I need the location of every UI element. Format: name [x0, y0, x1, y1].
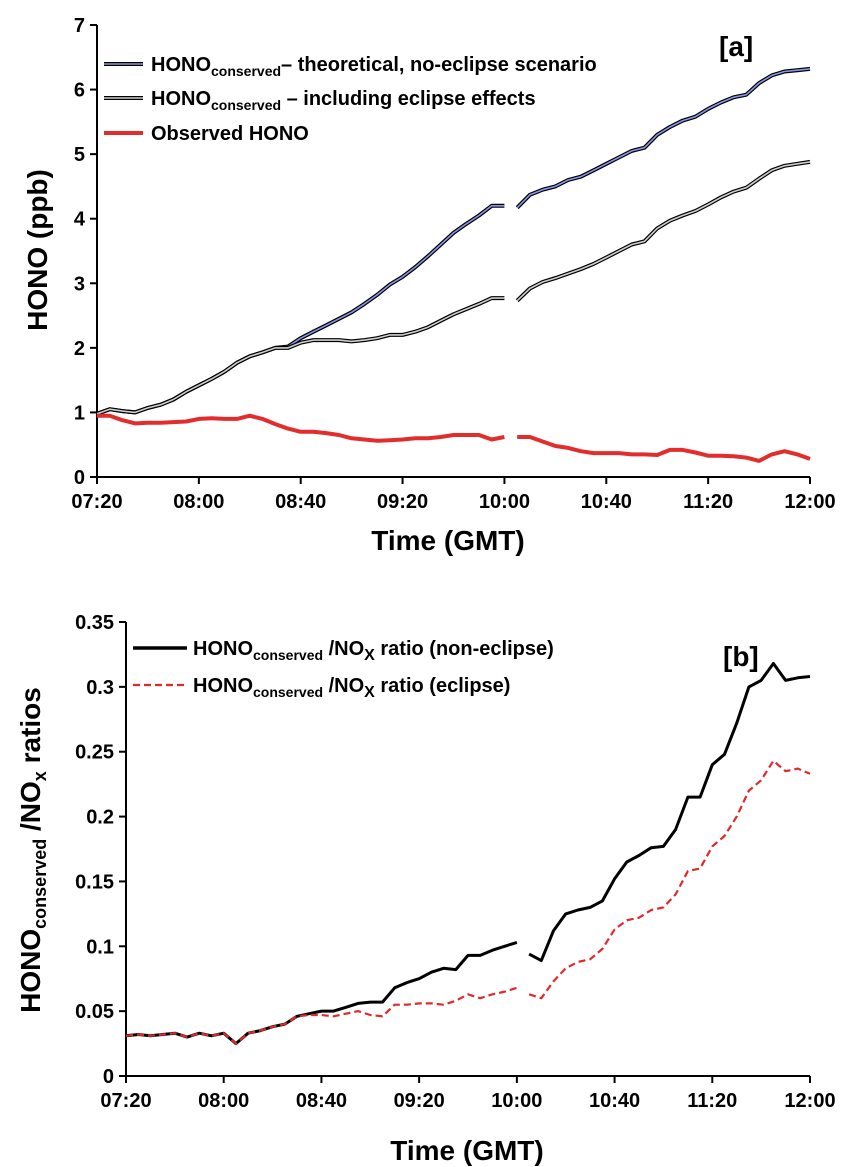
panel-b-y-tick-label: 0.05 [75, 1001, 114, 1023]
panel-b-series-1-line [528, 759, 811, 1000]
panel-a-legend-label-main: HONO [151, 88, 211, 110]
panel-b-x-tick-label: 12:00 [784, 1090, 835, 1112]
panel-a-series-1-outline [96, 296, 505, 416]
panel-a-series-0-outline [96, 203, 505, 416]
panel-a-legend-label: HONOconserved – including eclipse effect… [151, 88, 536, 113]
panel-a-series-1-line [516, 161, 811, 302]
panel-b-label: [b] [723, 641, 759, 672]
panel-a-y-tick-label: 4 [74, 209, 86, 231]
panel-a-y-tick-label: 3 [74, 273, 85, 295]
panel-a-legend-label-sub: conserved [211, 97, 281, 113]
panel-a-legend-label-rest: – including eclipse effects [281, 88, 536, 110]
panel-a-series-0-line [516, 68, 811, 209]
panel-b-y-axis-title-sub: conserved [30, 839, 50, 929]
panel-b-y-tick-label: 0.15 [75, 871, 114, 893]
panel-a-series-2-line [97, 413, 505, 443]
panel-a-legend-label-rest: – theoretical, no-eclipse scenario [281, 54, 597, 76]
panel-b-legend-label-rest: ratio (non-eclipse) [375, 638, 554, 660]
panel-a-x-tick-label: 10:00 [479, 491, 530, 513]
panel-b-x-tick-label: 08:40 [296, 1090, 347, 1112]
panel-a-series-0-outline [515, 66, 811, 210]
panel-b-y-tick-label: 0.2 [86, 807, 114, 829]
panel-a-x-tick-label: 11:20 [683, 491, 733, 513]
panel-b-y-axis-title-main: HONO [15, 929, 46, 1013]
panel-a-x-tick-label: 10:40 [581, 491, 632, 513]
panel-a-x-tick-label: 07:20 [71, 491, 122, 513]
panel-b-x-tick-label: 11:20 [687, 1090, 737, 1112]
panel-b-x-axis-title: Time (GMT) [390, 1135, 543, 1166]
panel-a-y-tick-label: 5 [74, 144, 85, 166]
panel-a-x-tick-label: 08:00 [173, 491, 224, 513]
panel-b-legend-label-main: HONO [193, 638, 253, 660]
panel-a-y-tick-label: 7 [74, 15, 85, 37]
panel-b-x-tick-label: 10:00 [491, 1090, 542, 1112]
panel-a-y-axis-title: HONO (ppb) [22, 169, 53, 331]
panel-b-series-0-line [125, 940, 518, 1046]
panel-b-x-tick-label: 09:20 [394, 1090, 445, 1112]
panel-b-legend-label-mid: /NO [323, 638, 364, 660]
panel-b-y-tick-label: 0.35 [75, 612, 114, 634]
panel-b-x-tick-label: 08:00 [198, 1090, 249, 1112]
chart-panel-b: HONOconserved /NOx ratios Time (GMT) [b]… [15, 612, 836, 1166]
panel-b-legend-label-sub2: X [364, 647, 375, 664]
panel-b-legend-label-sub2: X [364, 684, 375, 701]
panel-a-x-tick-label: 12:00 [784, 491, 835, 513]
panel-a-y-tick-label: 0 [74, 467, 85, 489]
chart-panel-a: HONO (ppb) Time (GMT) [a] 0 1 2 3 4 5 6 7 07:20 0… [22, 15, 836, 556]
panel-a-label: [a] [719, 31, 753, 62]
panel-a-legend-label: HONOconserved– theoretical, no-eclipse s… [151, 54, 597, 79]
panel-a-legend-label-sub: conserved [211, 63, 281, 79]
panel-b-legend-label-mid: /NO [323, 675, 364, 697]
panel-a-x-tick-label: 09:20 [377, 491, 428, 513]
panel-b-legend-label-sub: conserved [253, 647, 323, 663]
panel-b-y-axis-title: HONOconserved /NOx ratios [15, 687, 50, 1013]
panel-a-y-tick-label: 2 [74, 338, 85, 360]
panel-b-series-0-line [528, 662, 811, 963]
panel-b-series-1-line [125, 986, 518, 1045]
panel-b-legend-label-sub: conserved [253, 684, 323, 700]
panel-a-legend-label-main: HONO [151, 54, 211, 76]
panel-a-series-1-line [96, 297, 505, 415]
panel-b-y-axis-title-sub2: x [30, 771, 50, 781]
panel-b-y-axis-title-rest: ratios [15, 687, 46, 771]
panel-b-y-tick-label: 0.1 [86, 936, 114, 958]
panel-b-x-tick-label: 10:40 [589, 1090, 640, 1112]
panel-a-series-0-line [96, 205, 505, 415]
panel-b-y-axis-title-mid: /NO [15, 781, 46, 839]
panel-b-y-tick-label: 0 [103, 1066, 114, 1088]
panel-a-y-tick-label: 1 [74, 402, 85, 424]
panel-b-y-tick-label: 0.3 [86, 677, 114, 699]
panel-a-series-2-line [517, 435, 811, 463]
panel-b-legend-label-main: HONO [193, 675, 253, 697]
panel-b-legend-label: HONOconserved /NOX ratio (non-eclipse) [193, 638, 554, 664]
panel-b-legend-label-rest: ratio (eclipse) [375, 675, 511, 697]
panel-a-legend-label-main: Observed HONO [151, 123, 309, 145]
panel-a-y-tick-label: 6 [74, 80, 85, 102]
panel-a-x-axis-title: Time (GMT) [371, 525, 524, 556]
panel-a-legend-label: Observed HONO [151, 123, 309, 145]
panel-b-x-tick-label: 07:20 [100, 1090, 151, 1112]
panel-b-legend-label: HONOconserved /NOX ratio (eclipse) [193, 675, 510, 701]
panel-b-y-tick-label: 0.25 [75, 742, 114, 764]
panel-a-x-tick-label: 08:40 [275, 491, 326, 513]
